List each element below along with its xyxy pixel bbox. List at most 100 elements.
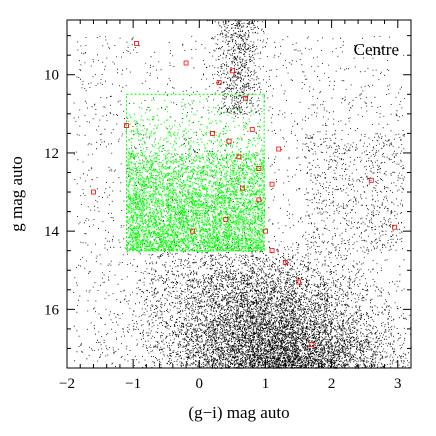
field-star-point [225, 55, 227, 57]
member-star-marker [368, 177, 374, 183]
field-star-point [212, 324, 214, 327]
member-star-marker [392, 224, 397, 230]
member-star-marker [210, 130, 215, 136]
field-star-point [100, 317, 102, 319]
member-star-markers [91, 41, 397, 347]
member-star-marker [223, 217, 229, 222]
member-star-marker [91, 189, 96, 195]
selected-star-point [239, 109, 241, 112]
field-star-point [146, 289, 148, 291]
selected-star-point [153, 215, 155, 217]
x-tick-label: 3 [394, 376, 402, 392]
field-star-point [272, 223, 274, 225]
field-star-point [344, 293, 347, 295]
selected-star-point [199, 160, 201, 163]
selected-star-point [159, 238, 162, 241]
field-star-point [344, 168, 347, 170]
field-star-point [239, 340, 241, 342]
member-star-marker [243, 95, 249, 101]
field-star-point [397, 332, 399, 335]
x-tick-label: −1 [125, 376, 141, 392]
selected-star-point [146, 176, 148, 178]
member-star-marker [183, 60, 189, 66]
field-star-point [331, 336, 333, 338]
selected-star-point [258, 125, 261, 127]
member-star-marker [309, 342, 315, 347]
selection-box [126, 93, 265, 252]
selected-star-point [252, 242, 254, 245]
member-star-marker [249, 127, 255, 132]
selected-star-point [179, 184, 181, 186]
selected-star-point [166, 106, 168, 108]
x-tick-label: 2 [328, 376, 336, 392]
member-star-marker [134, 41, 139, 46]
field-star-point [172, 281, 175, 284]
member-star-marker [276, 146, 282, 152]
field-star-point [119, 301, 122, 303]
selected-star-point [139, 246, 142, 249]
member-star-marker [190, 228, 196, 234]
y-tick-label: 10 [44, 68, 59, 84]
member-star-marker [124, 123, 129, 128]
selected-star-point [232, 207, 234, 210]
member-star-marker [229, 68, 235, 74]
field-star-point [298, 188, 300, 190]
member-star-marker [269, 181, 275, 187]
field-star-point [305, 137, 307, 139]
member-star-marker [296, 279, 301, 285]
x-tick-label: 1 [262, 376, 270, 392]
x-tick-label: −2 [59, 376, 75, 392]
field-star-point [358, 321, 360, 323]
y-tick-label: 16 [44, 302, 60, 318]
y-tick-label: 12 [44, 146, 59, 162]
field-star-point [80, 344, 82, 346]
member-star-marker [236, 154, 242, 160]
selected-star-point [212, 231, 214, 233]
field-star-point [252, 285, 254, 288]
y-axis-title: g mag auto [7, 156, 26, 232]
field-star-point [225, 274, 227, 276]
member-star-marker [256, 166, 262, 171]
field-star-point [371, 348, 373, 350]
field-star-point [139, 332, 141, 335]
field-star-point [159, 317, 161, 319]
field-star-point [391, 211, 393, 213]
selected-star-point [133, 227, 135, 229]
selected-star-point [225, 172, 228, 174]
panel-label: Centre [354, 40, 399, 59]
selected-star-point [205, 98, 208, 100]
selected-star-point [172, 133, 175, 135]
field-star-point [318, 305, 320, 307]
selected-star-point [186, 195, 188, 198]
field-star-point [291, 328, 294, 331]
field-star-point [305, 356, 307, 358]
selected-star-point [245, 152, 248, 155]
member-star-marker [216, 80, 222, 85]
selected-star-points [126, 95, 266, 252]
field-star-point [258, 86, 261, 88]
y-tick-label: 14 [44, 224, 60, 240]
field-star-point [113, 352, 115, 354]
field-star-point [186, 344, 188, 346]
field-star-point [278, 270, 280, 272]
field-star-point [239, 35, 241, 37]
field-star-point [384, 309, 386, 311]
x-tick-label: 0 [196, 376, 204, 392]
selected-star-point [219, 113, 221, 116]
field-star-point [265, 313, 267, 315]
field-star-points [73, 20, 412, 369]
member-star-marker [256, 197, 262, 203]
selected-star-density [126, 95, 266, 252]
member-star-marker [263, 228, 268, 234]
member-star-marker [239, 185, 245, 191]
field-star-point [199, 293, 201, 295]
x-axis-title: (g−i) mag auto [188, 403, 289, 422]
member-star-marker [269, 248, 275, 254]
selected-star-point [255, 192, 257, 194]
field-star-point [205, 66, 208, 69]
member-star-marker [226, 138, 232, 144]
member-star-marker [282, 260, 288, 265]
